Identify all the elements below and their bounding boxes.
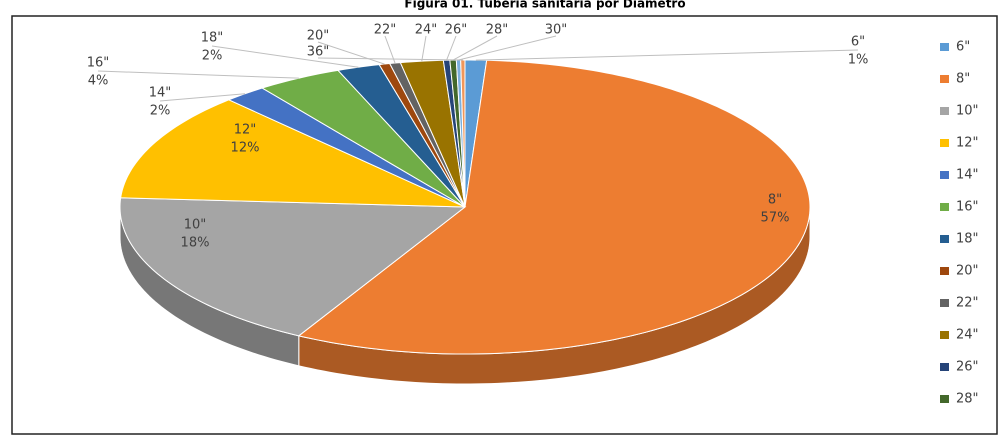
legend-label: 28" [956, 392, 979, 407]
slice-label: 10" [184, 218, 207, 233]
legend-swatch [940, 299, 949, 307]
slice-label: 16" [87, 56, 110, 71]
legend-label: 16" [956, 200, 979, 215]
legend-label: 6" [956, 40, 970, 55]
slice [227, 87, 466, 208]
legend-label: 22" [956, 296, 979, 311]
legend-label: 26" [956, 360, 979, 375]
chart-title: Figura 01. Tubería sanitaria por Diámetr… [404, 0, 685, 11]
value-label: 2% [150, 104, 171, 119]
leader-line [458, 35, 557, 61]
leader-line [452, 35, 498, 61]
legend-swatch [940, 267, 949, 275]
legend-swatch [940, 331, 949, 339]
slice-label: 20" [307, 29, 330, 44]
slice [120, 99, 466, 208]
slice-label: 22" [374, 23, 397, 38]
leader-line [159, 93, 246, 102]
slice-label: 6" [851, 35, 865, 50]
slice-label: 8" [768, 193, 782, 208]
leader-line [97, 70, 299, 79]
legend-label: 20" [956, 264, 979, 279]
leader-line [446, 35, 457, 61]
leader-line [317, 41, 385, 65]
slice [297, 59, 811, 355]
legend-label: 18" [956, 232, 979, 247]
value-label: 1% [848, 53, 869, 68]
value-label: 18% [181, 236, 210, 251]
legend-label: 12" [956, 136, 979, 151]
legend-swatch [940, 395, 949, 403]
slice-label: 28" [486, 23, 509, 38]
legend-label: 24" [956, 328, 979, 343]
leader-line [317, 57, 463, 61]
slice-label: 36" [307, 45, 330, 60]
slice [336, 64, 466, 208]
leader-line [211, 45, 359, 68]
legend-swatch [940, 363, 949, 371]
value-label: 4% [88, 74, 109, 89]
leader-line [475, 49, 859, 61]
value-label: 12% [231, 141, 260, 156]
legend-label: 14" [956, 168, 979, 183]
slice-label: 14" [149, 86, 172, 101]
legend-swatch [940, 75, 949, 83]
slice [399, 59, 466, 208]
legend-swatch [940, 171, 949, 179]
slice [260, 69, 466, 208]
legend-swatch [940, 235, 949, 243]
legend-swatch [940, 107, 949, 115]
slice-label: 30" [545, 23, 568, 38]
legend-swatch [940, 203, 949, 211]
slice [119, 197, 467, 337]
value-label: 2% [202, 49, 223, 64]
value-label: 57% [761, 211, 790, 226]
legend-swatch [940, 139, 949, 147]
slice-label: 26" [445, 23, 468, 38]
leader-line [421, 35, 427, 62]
legend-swatch [940, 43, 949, 51]
slice-label: 18" [201, 31, 224, 46]
slice-label: 12" [234, 123, 257, 138]
legend-label: 10" [956, 104, 979, 119]
legend-label: 8" [956, 72, 970, 87]
slice-label: 24" [415, 23, 438, 38]
